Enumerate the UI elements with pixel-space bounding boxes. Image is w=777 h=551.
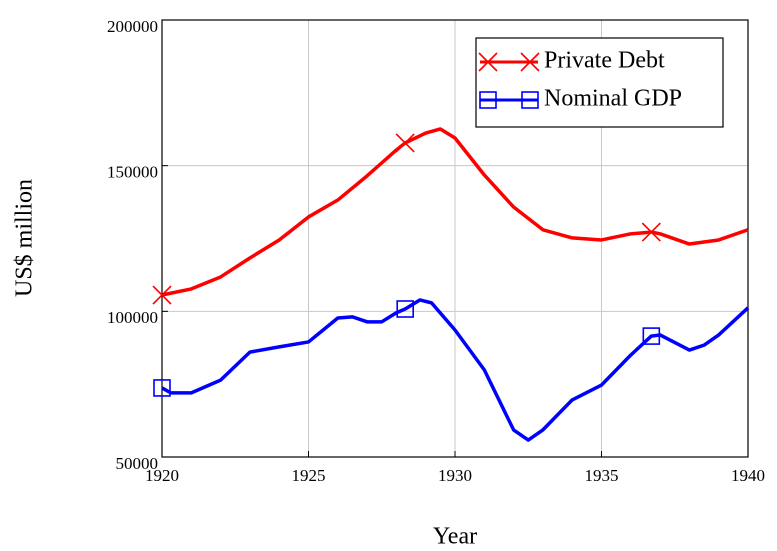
legend-label: Private Debt	[544, 48, 665, 74]
y-tick-label: 150000	[107, 163, 158, 182]
marker	[520, 52, 540, 72]
x-tick-label: 1935	[585, 466, 619, 485]
marker	[478, 52, 498, 72]
line	[161, 298, 750, 442]
x-tick-label: 1930	[438, 466, 472, 485]
plot-frame	[161, 19, 749, 458]
legend-label: Nominal GDP	[544, 86, 682, 112]
marker	[153, 379, 171, 397]
marker	[395, 133, 415, 153]
marker	[152, 285, 172, 305]
y-axis-label: US$ million	[12, 179, 38, 297]
marker	[479, 91, 497, 109]
x-tick-label: 1920	[145, 466, 179, 485]
x-tick-label: 1925	[292, 466, 326, 485]
y-tick-label: 50000	[116, 454, 159, 473]
marker	[521, 91, 539, 109]
legend-box	[475, 37, 724, 128]
x-axis-label: Year	[433, 524, 477, 550]
marker	[641, 222, 661, 242]
marker	[642, 327, 661, 345]
line	[161, 127, 749, 297]
marker	[396, 300, 414, 318]
y-tick-label: 100000	[107, 308, 158, 327]
x-tick-label: 1940	[731, 466, 765, 485]
y-tick-label: 200000	[107, 17, 158, 36]
